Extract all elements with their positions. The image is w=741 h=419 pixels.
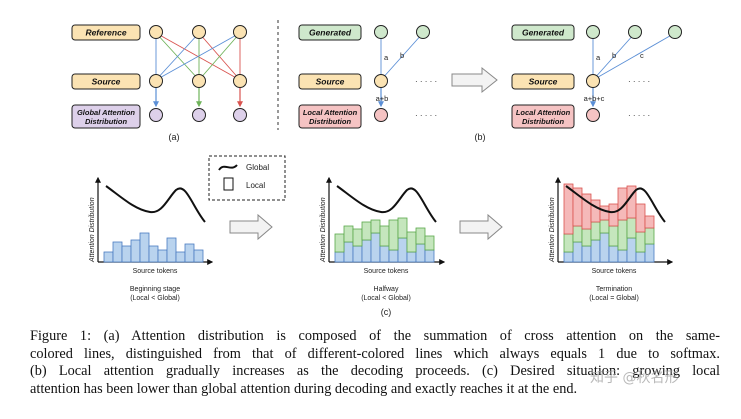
generated-box-2: [511, 24, 575, 41]
figure-canvas: Reference Source Global Attention Distri…: [71, 20, 682, 317]
edge-b-label-1: b: [400, 51, 404, 60]
panel-c: Global Local Attention Distribution: [89, 155, 674, 317]
legend: Global Local: [208, 155, 286, 201]
x-axis-label-3: Source tokens: [592, 268, 637, 275]
y-axis-label-2: Attention Distribution: [320, 197, 327, 263]
legend-local-label: Local: [246, 181, 265, 190]
edge-a-label-2: a: [596, 53, 601, 62]
bars-2-blue: [334, 232, 435, 263]
y-axis-label-3: Attention Distribution: [549, 197, 556, 263]
local-attention-label-1a: Local Attention: [303, 108, 358, 117]
y-axis-label-1: Attention Distribution: [89, 197, 96, 263]
local-attention-label-2a: Local Attention: [516, 108, 571, 117]
ellipsis-b3: · · · · ·: [628, 77, 650, 86]
source-label-a: Source: [92, 77, 121, 87]
edge-c-line-2: [592, 32, 676, 81]
sum-label-left: a+b: [376, 94, 389, 103]
stage-name-1: Beginning stage: [130, 286, 180, 293]
local-attention-label-1b: Distribution: [309, 117, 351, 126]
global-attention-label-1: Global Attention: [77, 108, 135, 117]
edge-b-line-2: [592, 32, 636, 81]
bars-2-green: [334, 217, 435, 253]
watermark: 知乎 @秋名形: [590, 370, 679, 386]
x-axis-label-1: Source tokens: [133, 268, 178, 275]
source-node-b2: [586, 74, 600, 88]
bars-3-blue: [563, 232, 655, 263]
reference-nodes: [149, 25, 247, 39]
local-attention-label-2b: Distribution: [522, 117, 564, 126]
stage-name-2: Halfway: [374, 286, 399, 293]
caption-line-3: (b) Local attention gradually increases …: [30, 363, 720, 380]
source-label-b2: Source: [529, 77, 558, 87]
source-box-b2: [511, 73, 575, 90]
ellipsis-b1: · · · · ·: [415, 77, 437, 86]
generated-node-2c: [668, 25, 682, 39]
generated-node-2a: [586, 25, 600, 39]
ellipsis-b4: · · · · ·: [628, 111, 650, 120]
global-curve-1: [105, 185, 206, 223]
panel-a: Reference Source Global Attention Distri…: [71, 24, 247, 142]
global-attention-box: Global Attention Distribution: [71, 104, 141, 129]
caption-line-1: Figure 1: (a) Attention distribution is …: [30, 328, 720, 344]
generated-label-1: Generated: [309, 28, 352, 38]
legend-local-box: [223, 177, 234, 191]
global-curve-3: [565, 185, 666, 223]
progress-arrow-c2: [459, 213, 503, 241]
generated-node-1a: [374, 25, 388, 39]
source-nodes-a: [149, 74, 247, 88]
edge-b-line-1: [380, 32, 424, 81]
panel-b: Generated Source Local Attention Distrib…: [298, 24, 682, 142]
figure-caption: Figure 1: (a) Attention distribution is …: [30, 328, 720, 399]
progress-arrow-c1: [229, 213, 273, 241]
source-box-b1: [298, 73, 362, 90]
subfig-c-label: (c): [381, 307, 392, 317]
edge-a-label-1: a: [384, 53, 389, 62]
stage-relation-1: (Local < Global): [130, 295, 180, 302]
global-attention-label-2: Distribution: [85, 117, 127, 126]
caption-line-2: colored lines, distinguished from that o…: [30, 345, 720, 362]
down-arrows-a: [153, 88, 243, 108]
global-curve-2: [336, 185, 437, 223]
global-nodes: [149, 108, 247, 122]
generated-label-2: Generated: [522, 28, 565, 38]
chart-termination: Attention Distribution: [549, 176, 674, 302]
source-node-b1: [374, 74, 388, 88]
caption-line-4: attention has been lower than global att…: [30, 381, 578, 398]
bars-3-red: [563, 183, 655, 235]
edge-c-label-2: c: [640, 51, 644, 60]
stage-relation-2: (Local < Global): [361, 295, 411, 302]
chart-halfway: Attention Distribution Source tokens Hal…: [320, 176, 446, 317]
progress-arrow-b: [451, 66, 498, 94]
stage-name-3: Termination: [596, 286, 632, 293]
subfig-b-label: (b): [475, 132, 486, 142]
reference-label: Reference: [85, 28, 126, 38]
bars-1: [103, 232, 204, 263]
legend-global-label: Global: [246, 163, 269, 172]
local-attention-box-2: [511, 104, 575, 129]
stage-relation-3: (Local = Global): [589, 295, 639, 302]
reference-box: Reference: [71, 24, 141, 41]
x-axis-label-2: Source tokens: [364, 268, 409, 275]
sum-label-right: a+b+c: [584, 94, 605, 103]
ellipsis-b2: · · · · ·: [415, 111, 437, 120]
generated-node-2b: [628, 25, 642, 39]
source-label-b1: Source: [316, 77, 345, 87]
local-node-b2: [586, 108, 600, 122]
source-box-a: Source: [71, 73, 141, 90]
chart-beginning: Attention Distribution Source tokens Beg…: [89, 176, 214, 302]
local-node-b1: [374, 108, 388, 122]
generated-box-1: [298, 24, 362, 41]
local-attention-box-1: [298, 104, 362, 129]
edge-b-label-2: b: [612, 51, 616, 60]
legend-global-line: [218, 164, 238, 171]
generated-node-1b: [416, 25, 430, 39]
subfig-a-label: (a): [169, 132, 180, 142]
cross-attention-lines: [155, 32, 241, 81]
